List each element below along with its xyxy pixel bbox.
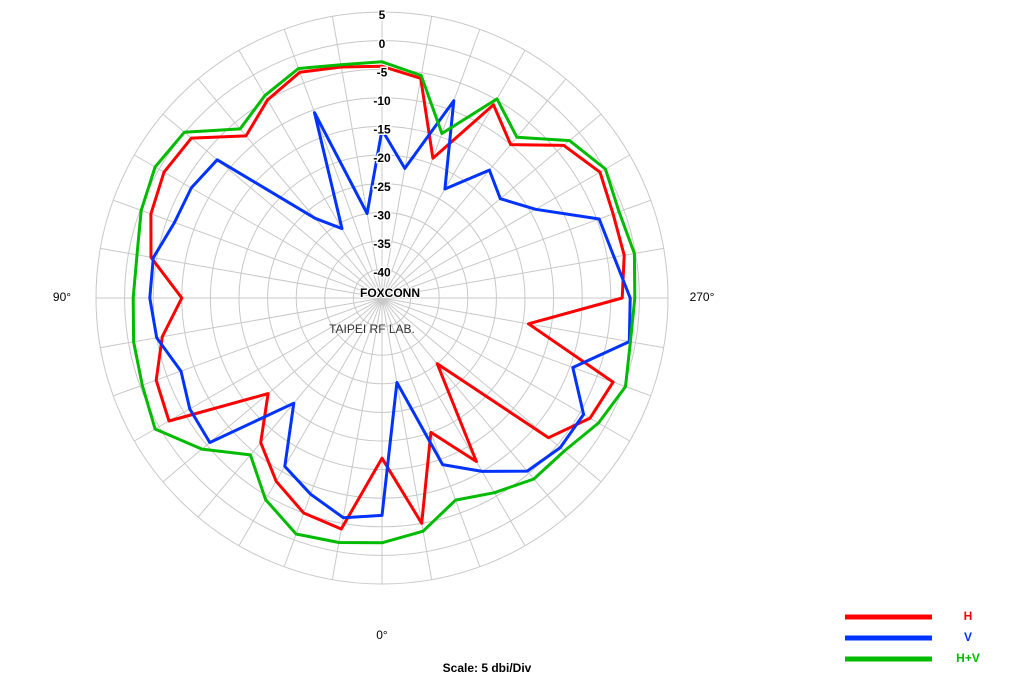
r-tick-label: 0 <box>379 37 386 51</box>
r-tick-label: -25 <box>373 180 391 194</box>
spoke <box>134 154 383 299</box>
spoke <box>113 297 383 397</box>
r-tick-label: -20 <box>373 151 391 165</box>
plot <box>131 60 637 545</box>
r-tick-label: 5 <box>379 8 386 22</box>
spoke <box>197 78 383 299</box>
spoke <box>381 297 433 580</box>
legend-label: H+V <box>956 651 980 665</box>
spoke <box>381 297 526 546</box>
theta-tick-label: 90° <box>53 290 71 304</box>
spoke <box>238 297 383 546</box>
spoke <box>381 297 664 349</box>
series-line <box>148 99 632 520</box>
spoke <box>100 247 383 299</box>
theta-tick-label: 270° <box>690 290 715 304</box>
legend-label: V <box>964 630 972 644</box>
spoke <box>134 297 383 442</box>
watermark: FOXCONN <box>360 286 420 300</box>
legend-label: H <box>964 609 973 623</box>
series-line <box>131 60 637 545</box>
watermark-sub: TAIPEI RF LAB. <box>329 322 415 336</box>
grid <box>95 11 669 585</box>
spoke <box>381 297 630 442</box>
spoke <box>331 16 383 299</box>
spoke <box>283 29 383 299</box>
r-tick-label: -15 <box>373 123 391 137</box>
spoke <box>113 199 383 299</box>
spoke <box>381 199 651 299</box>
spoke <box>381 16 433 299</box>
spoke <box>381 247 664 299</box>
spoke <box>381 29 481 299</box>
spoke <box>197 297 383 518</box>
r-tick-label: -40 <box>373 266 391 280</box>
chart-title: Scale: 5 dbi/Div <box>443 661 532 675</box>
spoke <box>283 297 383 567</box>
labels: HV H+V 5 0 -5 -10 -15 -20 -25 -30 -35 -40 0° 90° 270° F… <box>53 7 980 666</box>
spoke <box>381 154 630 299</box>
spoke <box>100 297 383 349</box>
r-tick-label: -35 <box>373 237 391 251</box>
r-tick-label: -5 <box>377 65 388 79</box>
spoke <box>162 297 383 483</box>
theta-tick-label: 0° <box>376 628 388 642</box>
series-line <box>149 64 626 531</box>
r-tick-label: -10 <box>373 94 391 108</box>
spoke <box>381 78 567 299</box>
r-tick-label: -30 <box>373 208 391 222</box>
spoke <box>381 297 651 397</box>
spoke <box>331 297 383 580</box>
spoke <box>381 50 526 299</box>
spoke <box>238 50 383 299</box>
spoke <box>381 297 567 518</box>
spoke <box>162 113 383 299</box>
